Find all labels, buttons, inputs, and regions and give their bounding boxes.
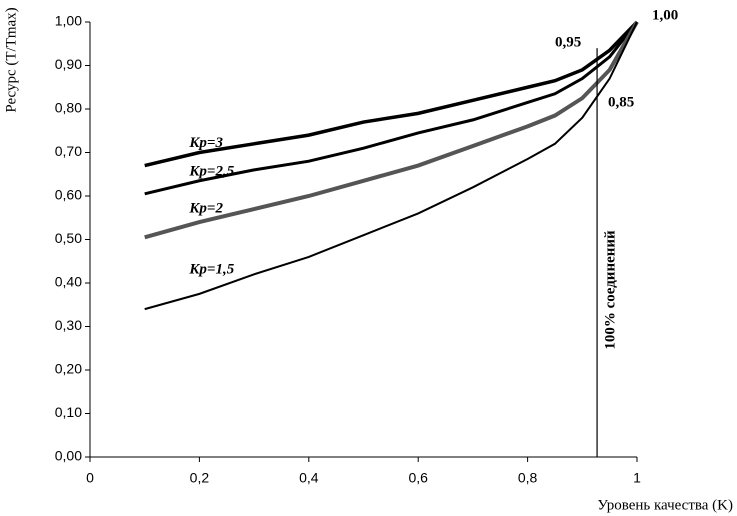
annotation: 0,95: [555, 34, 581, 50]
x-tick-label: 1: [633, 470, 641, 486]
annotation: 1,00: [652, 7, 678, 23]
line: [144, 20, 639, 168]
y-tick-label: 0,50: [55, 230, 82, 246]
line: [144, 21, 638, 311]
y-tick-label: 0,10: [55, 404, 82, 420]
x-tick-label: 0,2: [190, 470, 210, 486]
series-label: Kр=1,5: [188, 261, 234, 277]
line: [144, 21, 639, 196]
x-tick-label: 0: [86, 470, 94, 486]
reference-label: 100% соединений: [603, 230, 619, 350]
y-tick-label: 0,00: [55, 448, 82, 464]
y-tick-label: 0,20: [55, 361, 82, 377]
series-label: Kр=3: [188, 135, 223, 151]
series-label: Kр=2,5: [188, 164, 234, 180]
x-tick-label: 0,4: [299, 470, 319, 486]
y-tick-label: 1,00: [55, 13, 82, 29]
x-tick-label: 0,6: [408, 470, 428, 486]
annotation: 0,85: [608, 94, 634, 110]
y-tick-label: 0,80: [55, 100, 82, 116]
y-axis-label: Ресурс (T/Tmax): [3, 7, 19, 112]
y-tick-label: 0,90: [55, 56, 82, 72]
line: [144, 21, 639, 240]
y-tick-label: 0,70: [55, 143, 82, 159]
y-tick-label: 0,40: [55, 274, 82, 290]
x-axis-label: Уровень качества (K): [597, 497, 733, 513]
y-tick-label: 0,60: [55, 187, 82, 203]
x-tick-label: 0,8: [518, 470, 538, 486]
series-label: Kр=2: [188, 200, 223, 216]
y-tick-label: 0,30: [55, 317, 82, 333]
